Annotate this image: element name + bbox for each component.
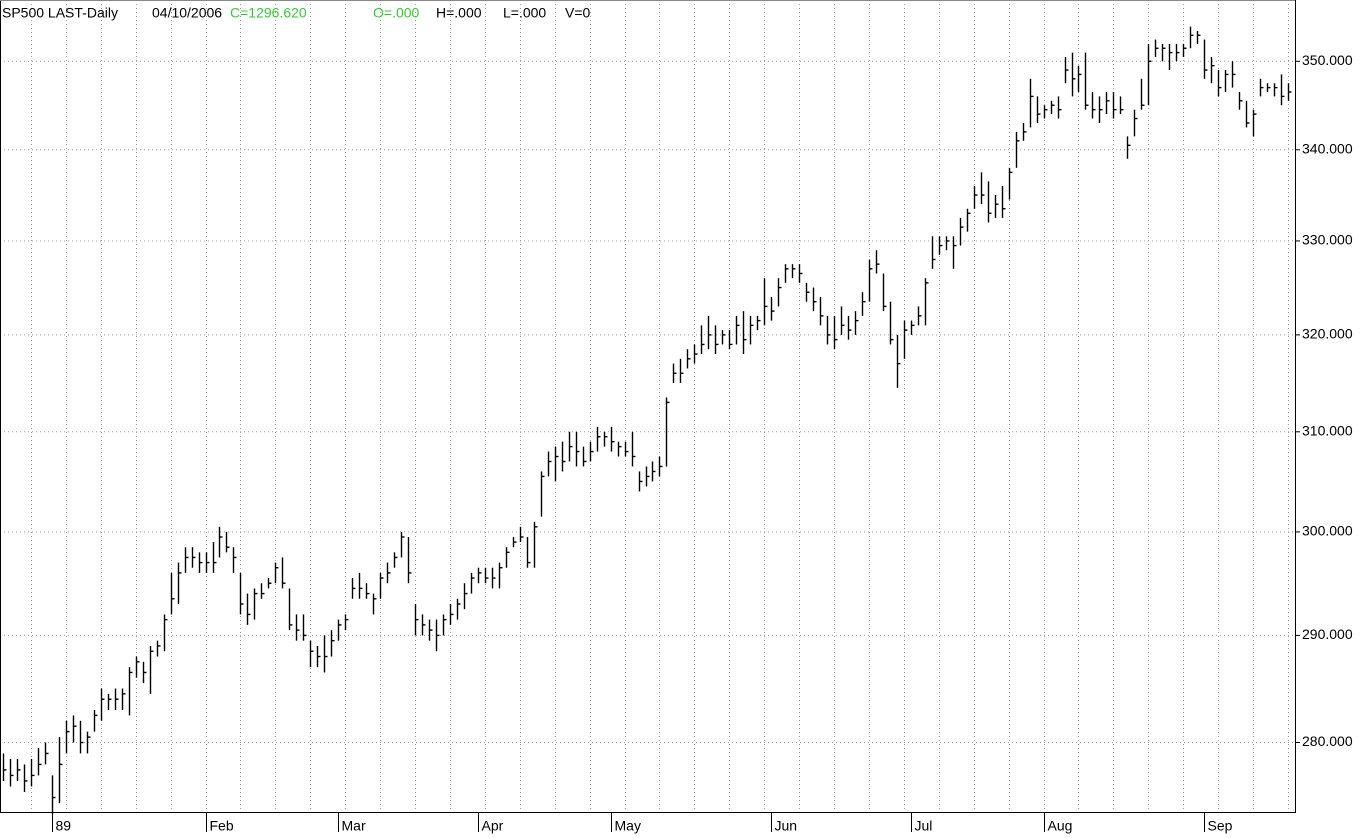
y-tick-label: 310.000	[1302, 423, 1353, 439]
x-tick-label: Aug	[1048, 818, 1073, 834]
readout-value: C=1296.620	[230, 5, 307, 21]
readout-value: V=0	[565, 5, 591, 21]
x-tick-label: Jul	[915, 818, 933, 834]
x-tick-label: Apr	[482, 818, 504, 834]
y-tick-label: 290.000	[1302, 626, 1353, 642]
y-tick-label: 350.000	[1302, 52, 1353, 68]
readout-value: L=.000	[503, 5, 546, 21]
x-tick-label: Feb	[210, 818, 234, 834]
header: SP500 LAST-Daily 04/10/2006 C=1296.620 O=…	[2, 5, 591, 21]
x-tick-label: 89	[56, 818, 72, 834]
y-tick-label: 340.000	[1302, 141, 1353, 157]
y-tick-label: 320.000	[1302, 326, 1353, 342]
date: 04/10/2006	[152, 5, 222, 21]
y-tick-label: 300.000	[1302, 523, 1353, 539]
chart-title: SP500 LAST-Daily	[2, 5, 118, 21]
x-tick-label: May	[615, 818, 641, 834]
x-tick-label: Mar	[342, 818, 366, 834]
y-tick-label: 330.000	[1302, 232, 1353, 248]
x-tick-label: Jun	[775, 818, 798, 834]
readout-value: O=.000	[373, 5, 420, 21]
y-tick-label: 280.000	[1302, 733, 1353, 749]
readout-value: H=.000	[436, 5, 482, 21]
axes: 280.000 290.000 300.000 310.000 320.000 330.0…	[52, 52, 1353, 834]
bars	[2, 26, 1292, 815]
x-tick-label: Sep	[1208, 818, 1233, 834]
